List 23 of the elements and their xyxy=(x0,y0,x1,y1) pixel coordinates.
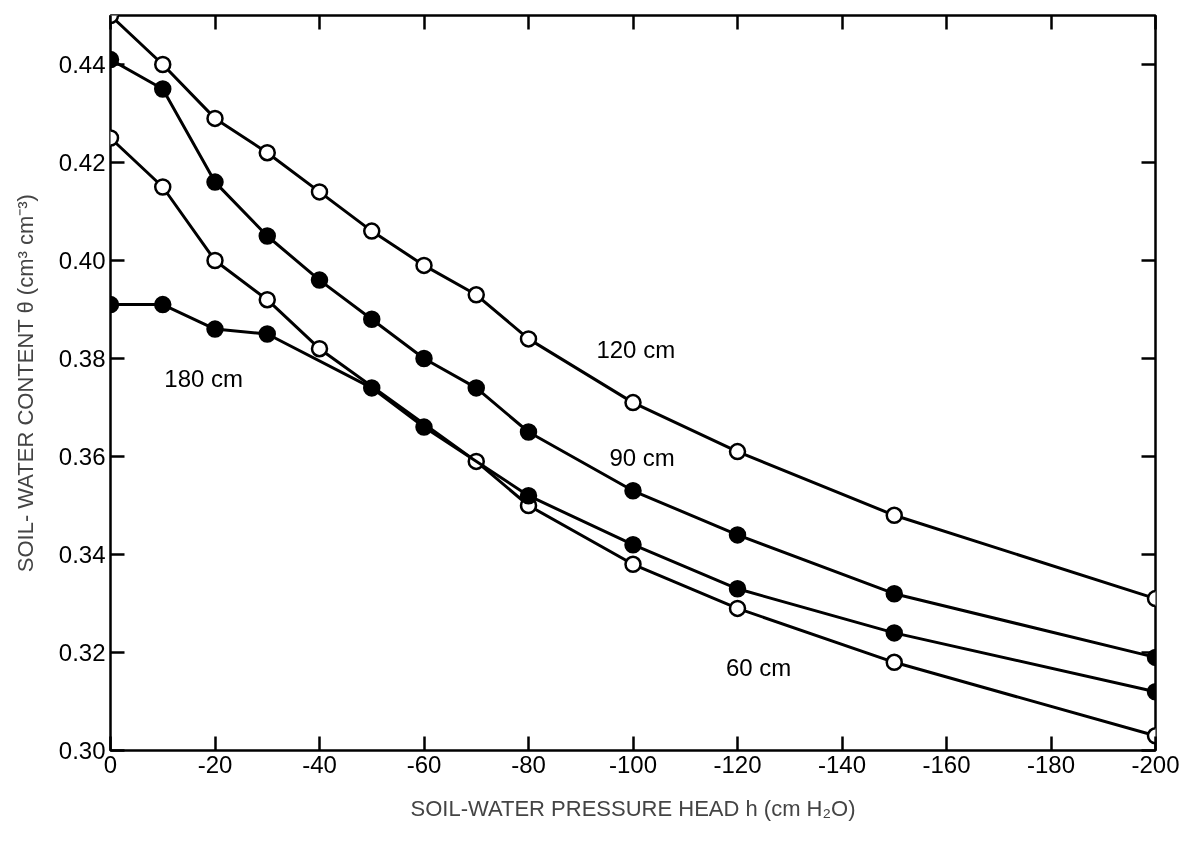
x-tick-label: -120 xyxy=(713,750,762,778)
x-axis-title: SOIL-WATER PRESSURE HEAD h (cm H₂O) xyxy=(410,795,856,821)
y-tick-label: 0.34 xyxy=(58,541,106,568)
series-label: 90 cm xyxy=(609,443,675,471)
y-tick-label: 0.40 xyxy=(58,247,106,274)
x-tick-label: -80 xyxy=(511,750,546,778)
x-tick-label: -160 xyxy=(922,750,971,778)
y-tick-label: 0.32 xyxy=(58,639,106,666)
x-tick-label: -200 xyxy=(1131,750,1180,778)
x-tick-label: -100 xyxy=(608,750,658,778)
x-tick-label: -60 xyxy=(406,750,442,778)
x-tick-label: -20 xyxy=(197,750,233,778)
x-tick-label: -140 xyxy=(817,750,867,778)
x-tick-label: -40 xyxy=(302,750,337,778)
y-tick-label: 0.42 xyxy=(58,149,106,176)
y-tick-label: 0.44 xyxy=(58,51,106,78)
x-tick-label: -180 xyxy=(1026,750,1076,778)
series-label: 180 cm xyxy=(164,364,244,392)
y-axis-title: SOIL- WATER CONTENT θ (cm³ cm⁻³) xyxy=(12,194,38,573)
y-tick-label: 0.36 xyxy=(58,443,106,470)
series-label: 60 cm xyxy=(726,653,792,681)
series-label: 120 cm xyxy=(596,336,676,364)
y-tick-label: 0.38 xyxy=(58,345,106,372)
